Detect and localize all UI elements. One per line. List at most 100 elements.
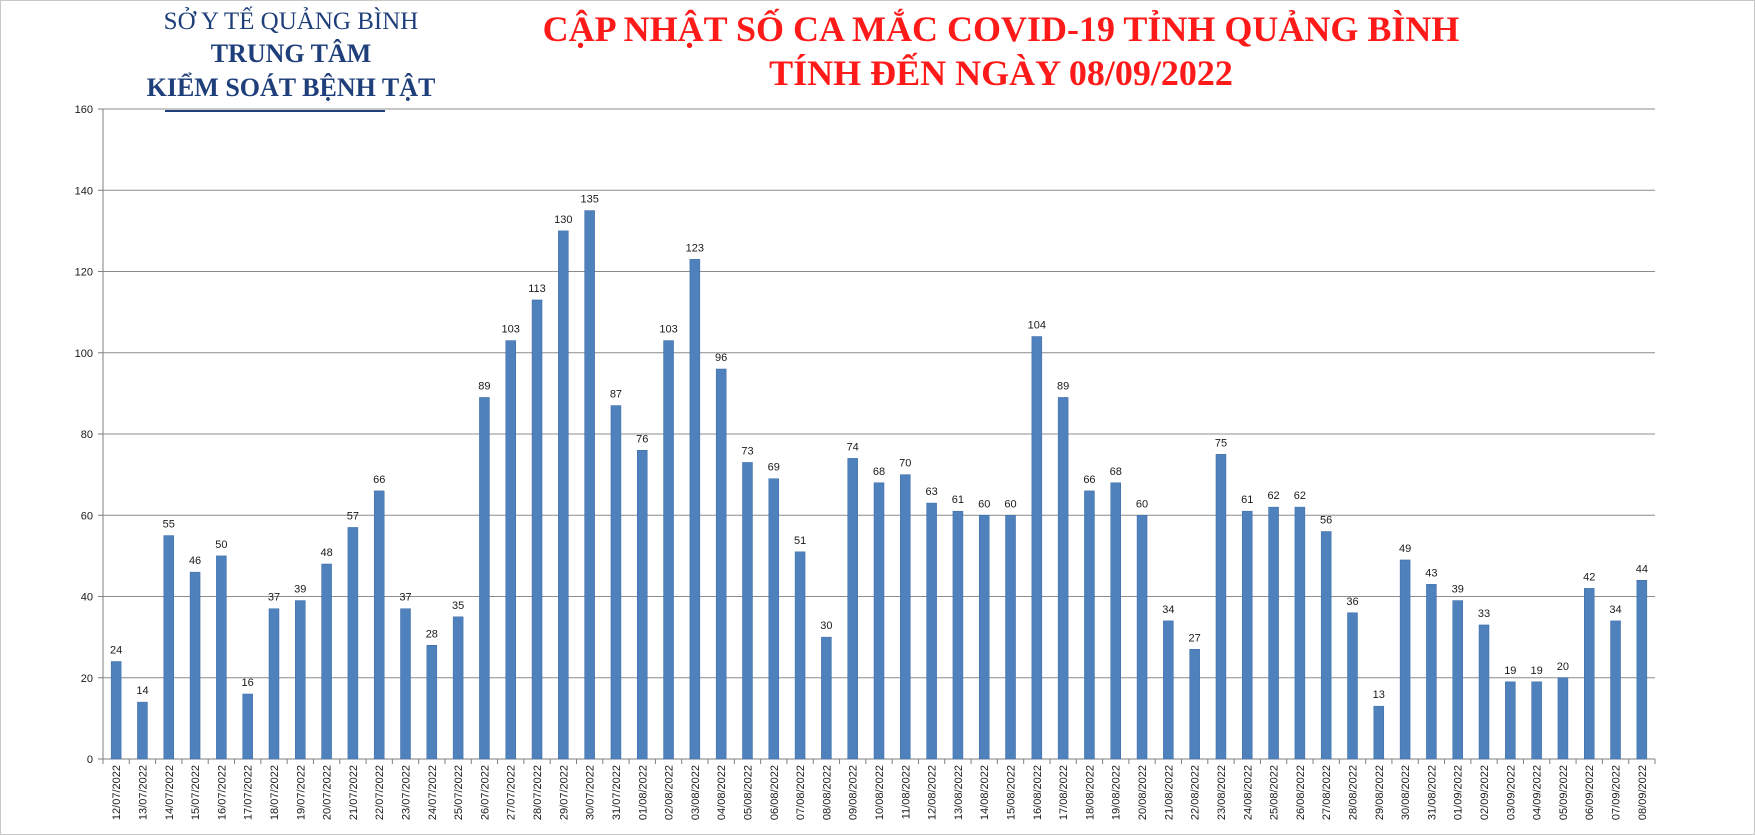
x-tick-label: 21/08/2022	[1163, 765, 1175, 820]
data-label: 28	[426, 628, 438, 640]
bar	[558, 230, 569, 760]
bar	[1373, 705, 1385, 760]
data-label: 34	[1609, 604, 1621, 616]
bar	[1347, 612, 1358, 760]
data-label: 63	[925, 486, 937, 498]
data-label: 19	[1504, 665, 1516, 677]
x-tick-label: 30/07/2022	[585, 765, 597, 820]
bar	[479, 397, 490, 760]
data-label: 103	[659, 324, 677, 336]
bar	[1057, 397, 1069, 760]
bar	[715, 368, 727, 760]
bar	[268, 608, 280, 760]
data-label: 75	[1215, 437, 1227, 449]
data-label: 55	[163, 519, 175, 531]
bar	[505, 340, 516, 760]
x-tick-label: 16/08/2022	[1032, 765, 1044, 820]
bar	[742, 462, 753, 760]
data-label: 24	[110, 645, 122, 657]
bar	[1110, 482, 1121, 760]
x-tick-label: 04/08/2022	[716, 765, 728, 820]
data-label: 66	[1083, 474, 1095, 486]
data-label: 36	[1346, 596, 1358, 608]
header-divider	[165, 110, 385, 112]
x-tick-label: 17/07/2022	[243, 765, 255, 820]
bar	[584, 210, 595, 760]
data-label: 48	[320, 547, 332, 559]
bar	[216, 555, 227, 760]
chart-title-line2: TÍNH ĐẾN NGÀY 08/09/2022	[769, 53, 1233, 93]
data-label: 20	[1557, 661, 1569, 673]
y-tick-label: 20	[81, 673, 93, 685]
data-label: 70	[899, 458, 911, 470]
data-label: 56	[1320, 515, 1332, 527]
data-label: 37	[268, 592, 280, 604]
x-tick-label: 31/08/2022	[1426, 765, 1438, 820]
bar	[663, 340, 674, 760]
y-tick-label: 140	[75, 185, 93, 197]
bar	[452, 616, 464, 760]
x-tick-label: 03/09/2022	[1505, 765, 1517, 820]
bar	[1452, 600, 1463, 760]
bar	[1531, 681, 1542, 760]
bar	[1636, 580, 1648, 760]
bar	[1031, 336, 1043, 760]
bar	[347, 527, 359, 760]
data-label: 60	[1004, 498, 1016, 510]
x-tick-label: 19/07/2022	[295, 765, 307, 820]
x-tick-label: 21/07/2022	[348, 765, 360, 820]
data-label: 19	[1531, 665, 1543, 677]
x-tick-label: 02/08/2022	[664, 765, 676, 820]
bar	[295, 600, 306, 760]
data-label: 46	[189, 555, 201, 567]
data-label: 35	[452, 600, 464, 612]
x-tick-label: 05/08/2022	[742, 765, 754, 820]
bar	[821, 636, 832, 760]
bar	[1610, 620, 1621, 760]
x-tick-label: 20/07/2022	[322, 765, 334, 820]
bar	[1268, 506, 1279, 760]
bar	[531, 299, 543, 760]
x-tick-label: 07/08/2022	[795, 765, 807, 820]
x-tick-label: 22/08/2022	[1190, 765, 1202, 820]
x-tick-label: 31/07/2022	[611, 765, 623, 820]
bar	[1426, 584, 1437, 760]
bars	[110, 210, 1648, 760]
x-tick-label: 19/08/2022	[1111, 765, 1123, 820]
x-tick-label: 12/08/2022	[927, 765, 939, 820]
center-name-line2: KIỂM SOÁT BỆNH TẬT	[146, 73, 436, 102]
data-label: 16	[242, 677, 254, 689]
bar	[689, 259, 701, 760]
bar	[1084, 490, 1095, 760]
data-label: 76	[636, 433, 648, 445]
data-label: 51	[794, 535, 806, 547]
x-tick-label: 12/07/2022	[111, 765, 123, 820]
data-labels: 24 14 55 46 50 16 37 39 48 57 66 37 28 35 89 103 113 130 1…	[110, 194, 1648, 702]
data-label: 61	[952, 494, 964, 506]
organization-header: SỞ Y TẾ QUẢNG BÌNH TRUNG TÂM KIỂM SOÁT B…	[101, 7, 481, 105]
bar	[1583, 588, 1595, 760]
x-tick-label: 27/08/2022	[1321, 765, 1333, 820]
data-label: 130	[554, 214, 572, 226]
x-tick-label: 16/07/2022	[216, 765, 228, 820]
x-tick-label: 01/09/2022	[1453, 765, 1465, 820]
data-label: 62	[1267, 490, 1279, 502]
y-tick-label: 80	[81, 429, 93, 441]
bar	[900, 474, 911, 760]
data-label: 30	[820, 620, 832, 632]
x-tick-label: 15/07/2022	[190, 765, 202, 820]
bar	[1215, 454, 1227, 760]
bar	[978, 515, 990, 760]
x-tick-label: 24/07/2022	[427, 765, 439, 820]
data-label: 123	[686, 242, 704, 254]
bar	[1320, 531, 1332, 760]
x-tick-label: 05/09/2022	[1558, 765, 1570, 820]
data-label: 74	[847, 441, 859, 453]
bar	[163, 535, 175, 760]
bar	[110, 661, 122, 760]
data-label: 87	[610, 389, 622, 401]
bar	[610, 405, 622, 760]
x-tick-label: 18/07/2022	[269, 765, 281, 820]
data-label: 33	[1478, 608, 1490, 620]
bar	[952, 510, 964, 760]
